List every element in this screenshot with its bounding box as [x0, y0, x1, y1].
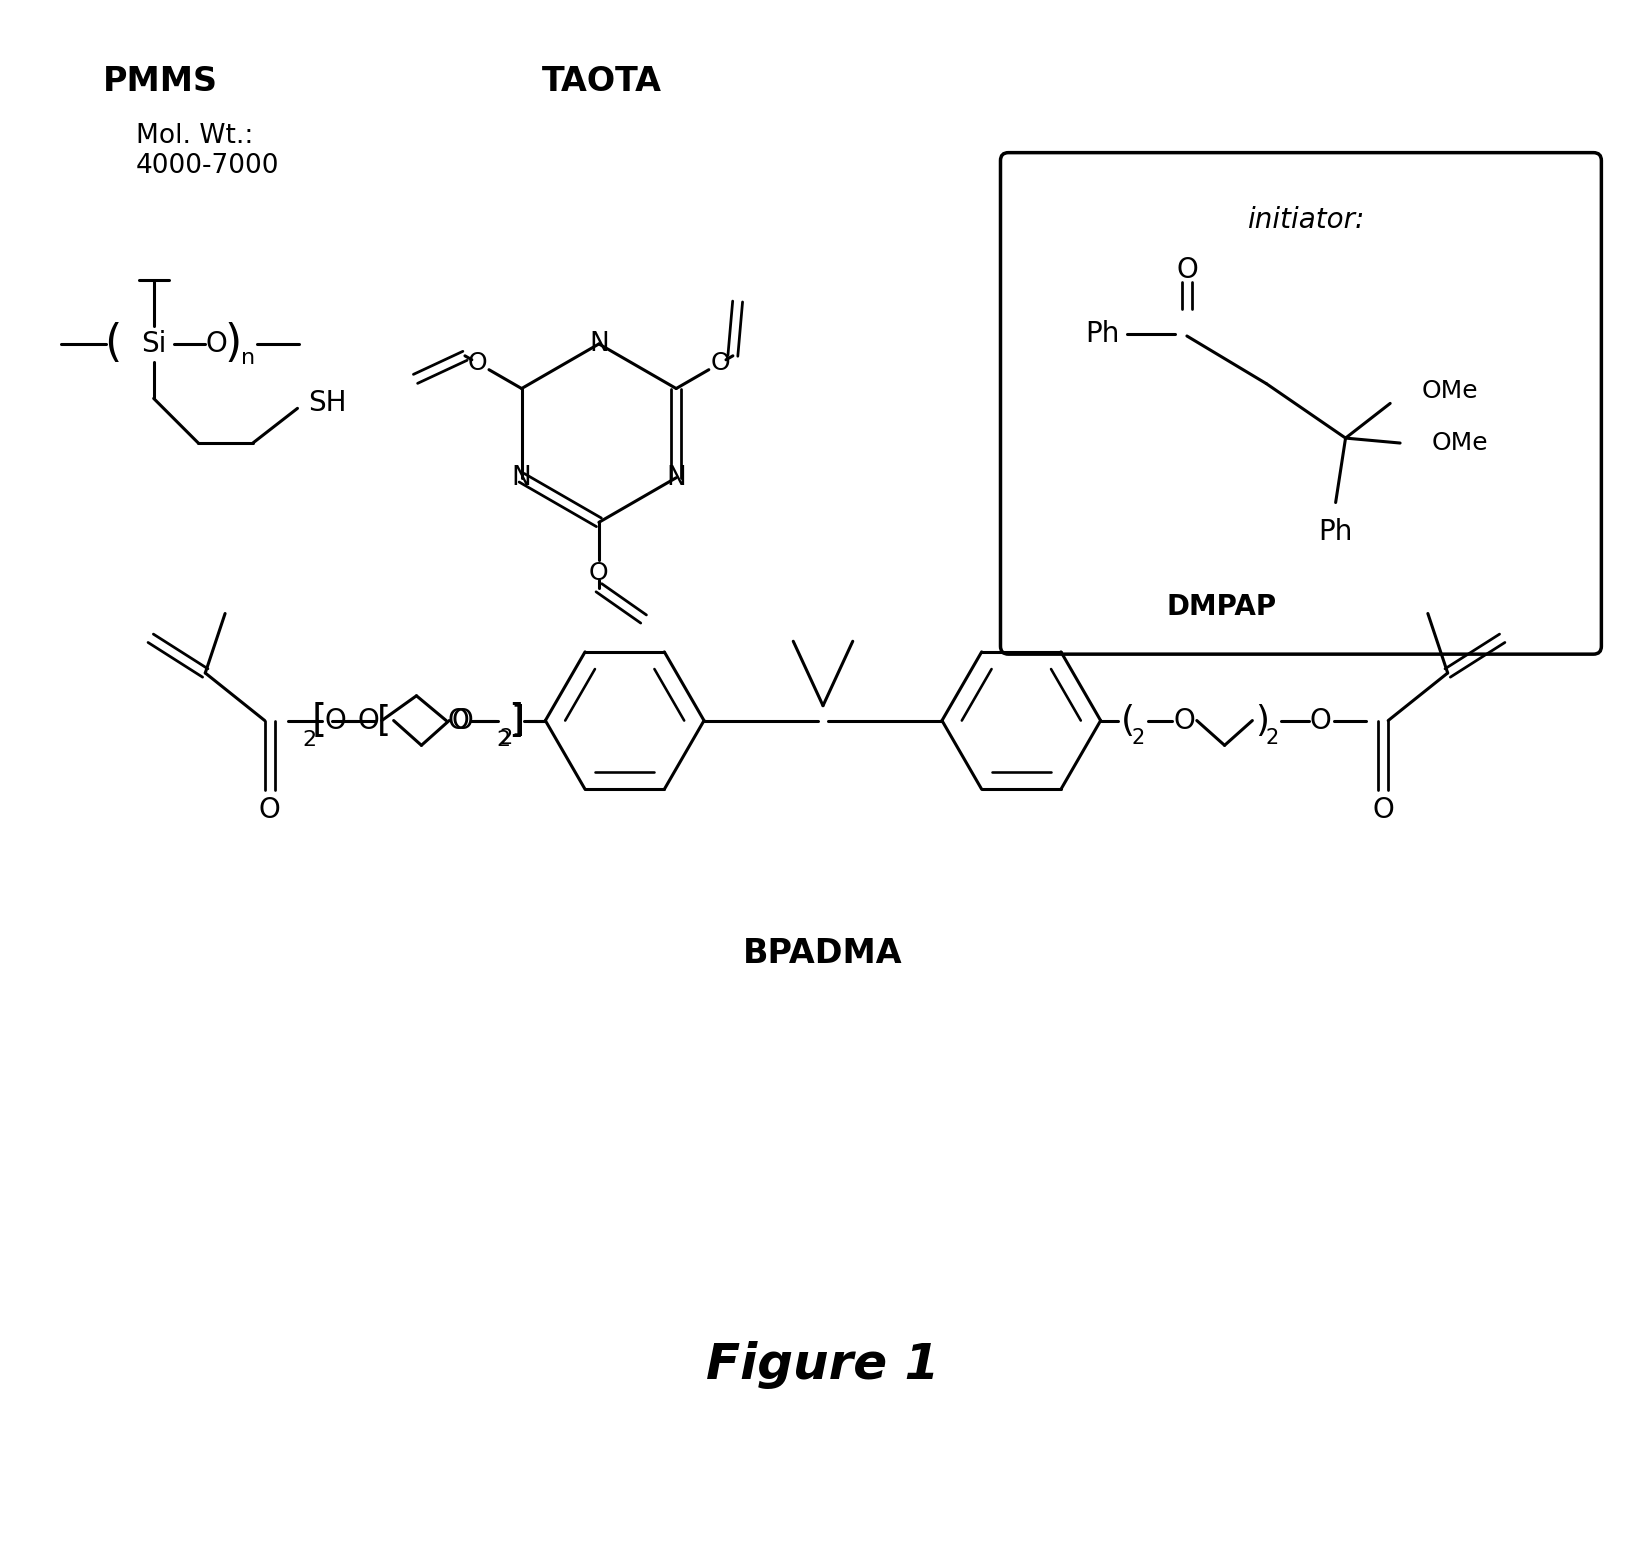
Text: O: O — [448, 706, 469, 734]
Text: DMPAP: DMPAP — [1167, 593, 1277, 621]
Text: O: O — [1373, 795, 1394, 823]
Text: O: O — [357, 706, 380, 734]
Text: [: [ — [311, 701, 328, 740]
Text: (: ( — [104, 322, 122, 365]
Text: Si: Si — [142, 330, 166, 358]
Text: O: O — [1174, 706, 1195, 734]
Text: ): ) — [1256, 704, 1269, 737]
Text: O: O — [451, 706, 472, 734]
Text: ]: ] — [509, 701, 523, 740]
Text: O: O — [467, 351, 487, 376]
Text: Ph: Ph — [1318, 518, 1353, 546]
Text: 2: 2 — [1132, 728, 1146, 748]
Text: ]: ] — [510, 704, 525, 737]
Text: (: ( — [1121, 704, 1136, 737]
Text: O: O — [709, 351, 729, 376]
Text: O: O — [1175, 255, 1198, 283]
Text: initiator:: initiator: — [1248, 207, 1365, 235]
Text: 2: 2 — [1266, 728, 1279, 748]
Text: BPADMA: BPADMA — [744, 937, 902, 970]
Text: O: O — [589, 560, 609, 585]
Text: Mol. Wt.:
4000-7000: Mol. Wt.: 4000-7000 — [137, 122, 280, 178]
Text: OMe: OMe — [1422, 379, 1478, 402]
Text: OMe: OMe — [1432, 430, 1488, 455]
Text: N: N — [589, 330, 609, 357]
Text: TAOTA: TAOTA — [542, 64, 662, 97]
Text: n: n — [240, 347, 255, 368]
Text: PMMS: PMMS — [104, 64, 219, 97]
Text: N: N — [667, 465, 686, 491]
Text: O: O — [258, 795, 280, 823]
Text: O: O — [1310, 706, 1332, 734]
Text: 2: 2 — [497, 731, 510, 750]
Text: 2: 2 — [499, 728, 512, 748]
Text: ): ) — [224, 322, 242, 365]
Text: N: N — [512, 465, 532, 491]
Text: Figure 1: Figure 1 — [706, 1341, 940, 1388]
Text: Ph: Ph — [1085, 319, 1119, 347]
Text: 2: 2 — [303, 731, 316, 750]
FancyBboxPatch shape — [1001, 153, 1602, 654]
Text: O: O — [324, 706, 346, 734]
Text: [: [ — [377, 704, 390, 737]
Text: SH: SH — [308, 390, 346, 418]
Text: O: O — [206, 330, 227, 358]
